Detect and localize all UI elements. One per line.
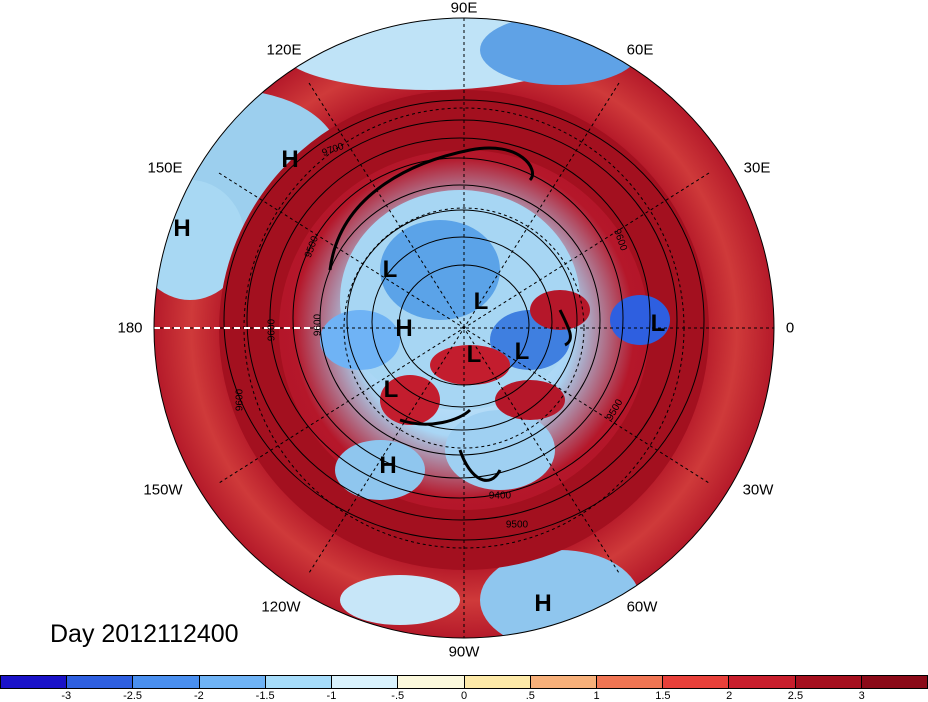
- anomaly-blob: [380, 220, 500, 320]
- lon-label-30e: 30E: [743, 159, 771, 177]
- colorbar-cell: [67, 676, 134, 688]
- colorbar-tick-label: -1.5: [255, 690, 275, 702]
- contour-label: 9600: [234, 388, 246, 412]
- contour: [328, 146, 534, 271]
- date-label: Day 2012112400: [50, 620, 239, 648]
- colorbar-cell: [199, 676, 266, 688]
- colorbar-cell: [1, 676, 68, 688]
- lon-label-60w: 60W: [626, 598, 658, 616]
- contour-label: 9600: [266, 318, 278, 342]
- colorbar-tick-label: -2.5: [123, 690, 143, 702]
- contour: [458, 449, 502, 482]
- colorbar-tick-label: .5: [525, 690, 535, 702]
- contour: [319, 184, 601, 456]
- colorbar-tick-label: 1: [593, 690, 600, 702]
- lon-label-30w: 30W: [742, 481, 774, 499]
- pressure-center-high: H: [281, 146, 299, 173]
- pressure-center-low: L: [382, 256, 398, 283]
- colorbar-cell: [464, 676, 531, 688]
- pressure-center-low: L: [514, 338, 530, 365]
- colorbar-tick-label: 2.5: [787, 690, 804, 702]
- contour: [399, 408, 472, 426]
- contour-label: 9400: [488, 490, 512, 502]
- pressure-center-high: H: [379, 452, 397, 479]
- lon-label-180: 180: [117, 319, 143, 337]
- colorbar-tick-label: 1.5: [655, 690, 671, 702]
- colorbar-cell: [398, 676, 465, 688]
- pressure-center-high: H: [534, 590, 552, 617]
- pressure-center-low: L: [473, 288, 489, 315]
- colorbar-tick-label: 3: [858, 690, 865, 702]
- anomaly-field: [154, 18, 774, 638]
- lon-label-120w: 120W: [261, 598, 301, 616]
- anomaly-blob: [430, 345, 510, 385]
- pressure-center-high: H: [395, 315, 413, 342]
- colorbar-cell: [530, 676, 597, 688]
- colorbar-tick-label: -3: [61, 690, 72, 702]
- anomaly-blob: [610, 295, 670, 345]
- contour: [558, 309, 572, 347]
- colorbar-cell: [729, 676, 796, 688]
- pressure-center-low: L: [650, 310, 666, 337]
- pressure-center-low: L: [383, 376, 399, 403]
- anomaly-blob: [480, 18, 640, 85]
- lon-label-90w: 90W: [448, 643, 480, 661]
- lon-label-120e: 120E: [266, 41, 302, 59]
- anomaly-blob: [335, 440, 425, 500]
- anomaly-blob: [380, 375, 440, 425]
- thick-contours: [328, 146, 572, 482]
- colorbar-cell: [133, 676, 200, 688]
- contour: [292, 157, 624, 479]
- contour-label: 9600: [312, 313, 324, 337]
- anomaly-blob: [495, 380, 565, 420]
- colorbar-tick-label: 0: [460, 690, 468, 702]
- anomaly-blob: [320, 310, 400, 370]
- lon-label-150e: 150E: [147, 159, 183, 177]
- colorbar-cell: [663, 676, 730, 688]
- colorbar-cell: [795, 676, 862, 688]
- map-boundary: [153, 17, 775, 639]
- colorbar-tick-label: 2: [726, 690, 733, 702]
- colorbar-cell: [332, 676, 399, 688]
- lon-label-90e: 90E: [450, 0, 478, 17]
- colorbar-cell: [861, 676, 928, 688]
- lon-label-150w: 150W: [143, 481, 183, 499]
- contour-label: 9500: [505, 519, 529, 531]
- contour: [346, 209, 578, 431]
- lon-label-0: 0: [785, 319, 795, 337]
- lon-label-60e: 60E: [626, 41, 654, 59]
- pressure-center-low: L: [466, 341, 482, 368]
- colorbar-tick-label: -2: [193, 690, 204, 702]
- colorbar-tick-label: -1: [326, 690, 337, 702]
- colorbar-tick-label: -.5: [391, 690, 405, 702]
- contour: [269, 137, 651, 499]
- meridian: [218, 172, 710, 484]
- colorbar-cell: [265, 676, 333, 688]
- pressure-center-high: H: [173, 215, 191, 242]
- anomaly-blob: [340, 575, 460, 625]
- contour: [371, 236, 553, 408]
- latitude-circle: [343, 207, 585, 449]
- colorbar-cell: [596, 676, 664, 688]
- contour: [246, 119, 678, 521]
- colorbar: [0, 675, 928, 689]
